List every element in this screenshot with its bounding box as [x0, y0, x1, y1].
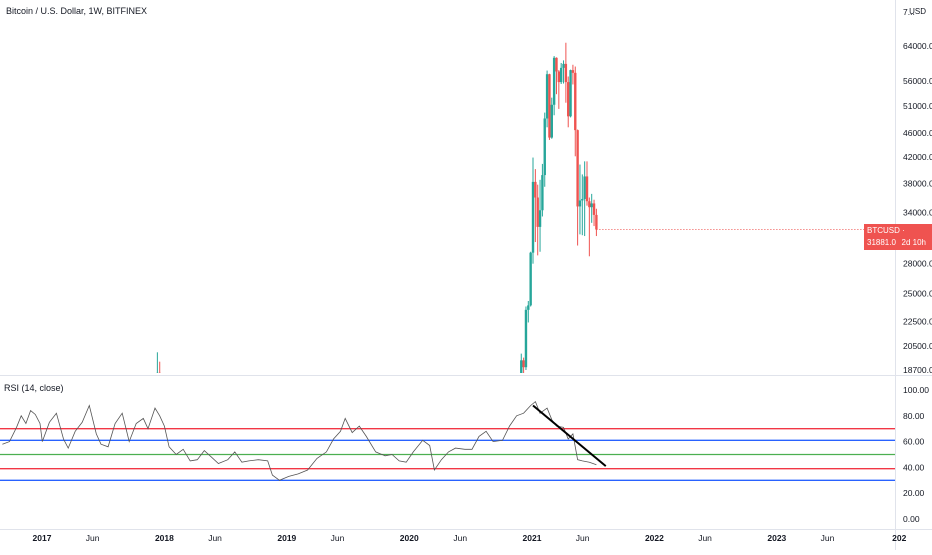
candle-body	[559, 67, 563, 83]
candle-body	[581, 198, 584, 201]
time-tick-label: 2022	[645, 533, 664, 543]
time-tick-label: 202	[892, 533, 906, 543]
candle-body	[529, 252, 532, 306]
time-tick-label: 2018	[155, 533, 174, 543]
rsi-tick-label: 20.00	[903, 488, 925, 498]
rsi-line	[2, 400, 597, 481]
rsi-tick-label: 0.00	[903, 514, 920, 524]
candle-body	[524, 309, 528, 368]
candle-body	[538, 210, 542, 227]
symbol-title: Bitcoin / U.S. Dollar, 1W, BITFINEX	[6, 6, 148, 16]
candle-body	[578, 200, 582, 207]
candle-body	[576, 130, 579, 207]
time-tick-label: Jun	[576, 533, 590, 543]
candle-body	[592, 203, 596, 215]
rsi-title: RSI (14, close)	[4, 383, 64, 393]
candle-body	[569, 70, 572, 117]
price-tick-label: 51000.0	[903, 101, 932, 111]
bar-countdown: 2d 10h	[901, 238, 926, 247]
time-tick-label: Jun	[821, 533, 835, 543]
time-tick-label: Jun	[208, 533, 222, 543]
candle-body	[552, 57, 556, 105]
rsi-tick-label: 40.00	[903, 462, 925, 472]
candle-body	[550, 104, 553, 138]
candle-body	[531, 181, 535, 253]
candle-body	[541, 175, 544, 211]
rsi-tick-label: 60.00	[903, 437, 925, 447]
time-tick-label: 2020	[400, 533, 419, 543]
candle-body	[543, 118, 546, 176]
last-price-tag: BTCUSD · 31881.0 2d 10h	[864, 224, 932, 250]
price-tick-label: 46000.0	[903, 128, 932, 138]
price-tick-label: 64000.0	[903, 41, 932, 51]
candles-group	[156, 42, 598, 373]
candle-body	[536, 197, 539, 227]
time-tick-label: 2023	[767, 533, 786, 543]
last-price-label: BTCUSD · 31881.0	[867, 226, 905, 247]
candle-body	[156, 372, 159, 373]
price-tick-label: 25000.0	[903, 289, 932, 299]
price-tick-label: 22500.0	[903, 316, 932, 326]
time-tick-label: 2017	[33, 533, 52, 543]
rsi-tick-label: 100.00	[903, 385, 929, 395]
price-tick-label: 34000.0	[903, 208, 932, 218]
price-tick-label: 38000.0	[903, 178, 932, 188]
time-tick-label: 2021	[523, 533, 542, 543]
time-tick-label: Jun	[331, 533, 345, 543]
candle-body	[555, 57, 558, 72]
price-tick-label: 28000.0	[903, 259, 932, 269]
candle-body	[564, 63, 568, 83]
candle-body	[585, 176, 589, 202]
candle-body	[534, 181, 537, 198]
candle-body	[574, 72, 577, 131]
candle-body	[595, 214, 598, 230]
rsi-trendline	[532, 404, 607, 467]
time-tick-label: 2019	[277, 533, 296, 543]
currency-label[interactable]: USD	[909, 7, 926, 16]
candle-body	[590, 203, 593, 208]
candle-body	[583, 176, 586, 199]
price-tick-label: 7...	[903, 7, 915, 17]
candle-body	[588, 201, 591, 208]
candle-body	[562, 63, 565, 68]
time-tick-label: Jun	[86, 533, 100, 543]
price-tick-label: 18700.0	[903, 365, 932, 375]
candle-body	[567, 82, 570, 117]
candle-body	[571, 70, 575, 73]
price-tick-label: 42000.0	[903, 152, 932, 162]
candle-body	[545, 74, 549, 119]
candle-body	[520, 360, 523, 373]
price-tick-label: 56000.0	[903, 76, 932, 86]
time-tick-label: Jun	[698, 533, 712, 543]
candle-body	[527, 305, 530, 310]
candle-body	[557, 71, 561, 83]
candle-body	[158, 372, 161, 373]
rsi-tick-label: 80.00	[903, 411, 925, 421]
candle-body	[522, 360, 525, 368]
candle-body	[548, 74, 551, 138]
time-tick-label: Jun	[453, 533, 467, 543]
price-tick-label: 20500.0	[903, 341, 932, 351]
